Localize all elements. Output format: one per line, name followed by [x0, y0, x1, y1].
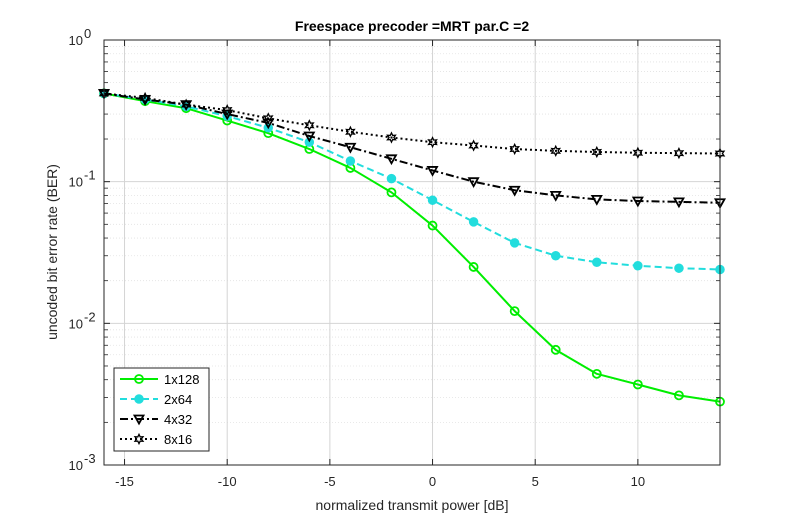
data-point — [385, 154, 398, 166]
data-point — [673, 147, 685, 160]
data-point — [386, 173, 397, 184]
series-line — [103, 92, 721, 403]
data-point — [345, 125, 356, 138]
y-tick-exponent: 0 — [84, 26, 91, 41]
legend-label: 1x128 — [164, 372, 199, 387]
legend-label: 4x32 — [164, 412, 192, 427]
data-point — [633, 260, 643, 271]
data-point — [632, 379, 643, 390]
chart-title: Freespace precoder =MRT par.C =2 — [295, 18, 529, 34]
data-point — [344, 142, 357, 154]
x-tick-label: -15 — [115, 474, 134, 489]
data-point — [303, 131, 316, 143]
data-point — [427, 136, 438, 149]
data-point — [550, 144, 562, 157]
data-point — [386, 187, 397, 198]
data-point — [468, 139, 479, 152]
data-point — [262, 112, 274, 125]
data-point — [632, 146, 644, 159]
x-tick-label: -5 — [324, 474, 336, 489]
y-tick-exponent: -3 — [84, 451, 96, 466]
y-tick-exponent: -2 — [84, 309, 96, 324]
data-point — [674, 263, 684, 273]
legend-marker — [134, 374, 144, 384]
data-point — [468, 262, 479, 272]
data-point — [674, 390, 684, 401]
data-point — [180, 98, 192, 111]
legend-label: 8x16 — [164, 432, 192, 447]
data-point — [221, 109, 234, 121]
y-tick-exponent: -1 — [84, 168, 96, 183]
data-point — [509, 238, 520, 248]
data-point — [386, 131, 397, 144]
data-point — [550, 344, 561, 355]
grid — [104, 40, 720, 465]
legend-box — [113, 367, 210, 452]
data-point — [508, 185, 521, 197]
series-line — [103, 92, 721, 155]
series-line — [103, 92, 721, 271]
data-point — [509, 306, 520, 316]
legend-marker — [132, 414, 146, 426]
data-point — [262, 118, 275, 130]
data-point — [549, 190, 562, 202]
data-point — [591, 368, 602, 379]
data-point — [591, 145, 603, 159]
x-tick-label: 10 — [631, 474, 645, 489]
data-point — [427, 195, 438, 205]
legend-marker — [134, 394, 144, 404]
ticks: 10-310-210-110 0-15 -10 -5 0 5 10 — [69, 26, 720, 489]
series-layer — [97, 87, 727, 407]
x-tick-label: 0 — [429, 474, 436, 489]
data-point — [550, 250, 561, 261]
x-axis-label: normalized transmit power [dB] — [316, 497, 509, 513]
data-point — [509, 142, 520, 156]
legend-marker — [133, 432, 145, 446]
legend: 1x128 2x64 4x32 8x16 — [113, 367, 210, 452]
data-point — [590, 194, 603, 206]
legend-label: 2x64 — [164, 392, 192, 407]
y-tick-label: 10 — [69, 316, 83, 331]
data-point — [672, 197, 685, 209]
series-line — [103, 92, 721, 204]
y-axis-label: uncoded bit error rate (BER) — [44, 164, 60, 340]
data-point — [345, 156, 356, 166]
data-point — [467, 177, 480, 189]
data-point — [304, 119, 315, 132]
x-tick-label: -10 — [218, 474, 237, 489]
x-tick-label: 5 — [532, 474, 539, 489]
y-tick-label: 10 — [69, 175, 83, 190]
plot-frame — [103, 39, 721, 466]
data-point — [592, 257, 602, 267]
y-tick-label: 10 — [69, 458, 83, 473]
data-point — [468, 217, 479, 227]
data-point — [427, 220, 438, 231]
data-point — [631, 196, 644, 208]
y-tick-label: 10 — [69, 33, 83, 48]
data-point — [139, 91, 151, 105]
data-point — [426, 166, 439, 177]
data-point — [221, 103, 233, 117]
